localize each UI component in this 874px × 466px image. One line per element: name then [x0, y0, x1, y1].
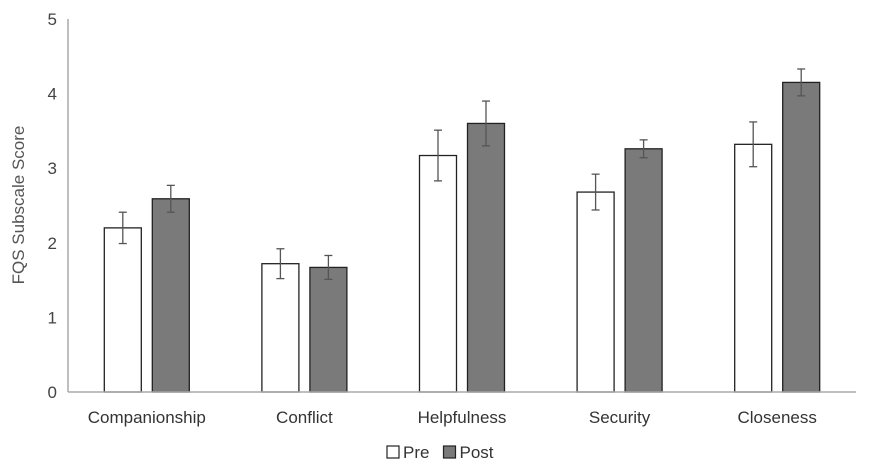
legend-label-pre: Pre: [403, 443, 429, 462]
bar-post-companionship: [151, 198, 190, 393]
y-tick-label: 1: [48, 308, 57, 327]
error-bar-pre-helpfulness: [434, 129, 442, 182]
x-category-label: Conflict: [276, 408, 333, 427]
y-tick-label: 4: [48, 85, 57, 104]
bar-post-closeness: [782, 81, 821, 393]
error-bar-post-helpfulness: [482, 100, 490, 147]
legend-label-post: Post: [460, 443, 494, 462]
bar-pre-closeness: [734, 143, 773, 393]
error-bar-pre-security: [591, 173, 600, 211]
legend: Pre Post: [386, 443, 494, 462]
y-tick-label: 2: [48, 234, 57, 253]
y-tick-label: 5: [48, 10, 57, 29]
bar-post-security: [624, 148, 663, 393]
x-axis-labels: Companionship Conflict Helpfulness Security…: [88, 408, 817, 427]
x-category-label: Security: [589, 408, 651, 427]
bar-pre-conflict: [261, 263, 300, 393]
legend-swatch-pre: [386, 445, 400, 459]
bar-pre-security: [576, 191, 615, 393]
bar-pre-helpfulness: [418, 154, 458, 393]
legend-swatch-post: [442, 445, 457, 459]
error-bar-post-security: [639, 139, 648, 159]
error-bar-post-companionship: [166, 184, 175, 213]
error-bars-group: [118, 68, 806, 281]
bar-pre-companionship: [103, 227, 142, 393]
x-category-label: Companionship: [88, 408, 206, 427]
y-tick-label: 3: [48, 159, 57, 178]
error-bar-pre-closeness: [749, 121, 758, 168]
bar-post-conflict: [309, 266, 348, 393]
error-bar-pre-conflict: [276, 248, 285, 280]
y-axis-title: FQS Subscale Score: [9, 126, 28, 285]
x-category-label: Helpfulness: [418, 408, 507, 427]
error-bar-pre-companionship: [118, 211, 127, 245]
error-bar-post-closeness: [797, 68, 806, 97]
y-tick-label: 0: [48, 383, 57, 402]
error-bar-post-conflict: [324, 254, 333, 281]
y-axis-ticks: 0 1 2 3 4 5: [48, 10, 57, 402]
x-category-label: Closeness: [738, 408, 817, 427]
bars-group: [103, 81, 821, 393]
bar-post-helpfulness: [466, 122, 506, 393]
